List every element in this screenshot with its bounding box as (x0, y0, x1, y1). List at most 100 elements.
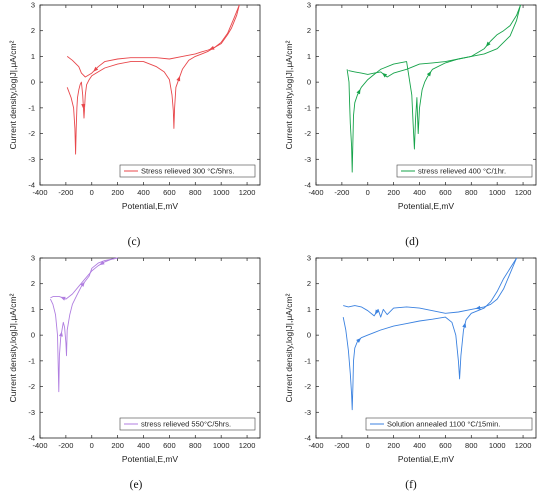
series-line-0 (49, 257, 118, 393)
x-tick-label: 1000 (489, 441, 506, 450)
y-tick-label: -1 (28, 356, 35, 365)
y-tick-label: -1 (304, 103, 311, 112)
panel-caption: (e) (130, 479, 143, 491)
y-tick-label: 0 (307, 78, 311, 87)
chart-panel-0: -400 -200 0 200 400 600 800 1000 1200 3 2 1 0 -1 -2 -3 -… (8, 1, 261, 248)
y-axis-label: Current density,log|J|,μA/cm² (284, 40, 294, 149)
x-tick-label: -400 (308, 441, 323, 450)
y-tick-label: -1 (304, 356, 311, 365)
x-tick-label: -200 (334, 188, 349, 197)
direction-arrow (381, 72, 388, 78)
y-tick-label: -1 (28, 103, 35, 112)
y-tick-label: 2 (31, 279, 35, 288)
chart-panel-3: -400 -200 0 200 400 600 800 1000 1200 3 2 1 0 -1 -2 -3 -… (284, 254, 537, 491)
y-tick-label: 3 (307, 254, 311, 263)
y-axis-label: Current density,log|J|,μA/cm² (8, 40, 18, 149)
y-tick-label: -3 (304, 155, 311, 164)
y-tick-label: -2 (304, 129, 311, 138)
direction-arrow (356, 88, 361, 95)
y-tick-label: 0 (307, 331, 311, 340)
x-tick-label: -200 (58, 441, 73, 450)
x-axis-label: Potential,E,mV (398, 454, 455, 464)
x-tick-label: 200 (111, 441, 124, 450)
y-tick-label: 1 (307, 305, 311, 314)
direction-arrow (356, 337, 362, 343)
direction-arrow (176, 75, 181, 82)
y-tick-label: 0 (31, 331, 35, 340)
x-tick-label: 600 (439, 188, 452, 197)
y-tick-label: 1 (307, 52, 311, 61)
y-tick-label: -2 (304, 382, 311, 391)
series-line-0 (66, 4, 240, 155)
direction-arrow (58, 331, 63, 337)
direction-arrow (80, 281, 85, 287)
legend-label: stress relieved 400 °C/1hr. (418, 167, 506, 176)
chart-panel-2: -400 -200 0 200 400 600 800 1000 1200 3 2 1 0 -1 -2 -3 -… (8, 254, 261, 491)
direction-arrow (475, 305, 481, 310)
x-tick-label: 600 (439, 441, 452, 450)
y-tick-label: -4 (304, 434, 311, 443)
series-line-1 (66, 4, 240, 78)
y-tick-label: 2 (307, 26, 311, 35)
x-tick-label: 1200 (239, 188, 256, 197)
series-line-1 (348, 4, 521, 78)
direction-arrow (462, 322, 467, 328)
y-tick-label: -2 (28, 129, 35, 138)
plot-frame (39, 257, 261, 439)
series-line-0 (346, 4, 521, 173)
direction-arrow (81, 103, 86, 110)
legend-box (119, 417, 256, 431)
plot-frame (39, 4, 261, 186)
chart-panel-1: -400 -200 0 200 400 600 800 1000 1200 3 2 1 0 -1 -2 -3 -… (284, 1, 537, 248)
x-tick-label: 800 (189, 188, 202, 197)
x-tick-label: 0 (366, 441, 370, 450)
x-tick-label: 1000 (489, 188, 506, 197)
x-tick-label: -400 (308, 188, 323, 197)
y-tick-label: 3 (31, 254, 35, 263)
x-tick-label: 400 (137, 188, 150, 197)
plot-frame (315, 257, 537, 439)
y-tick-label: -3 (28, 408, 35, 417)
x-axis-label: Potential,E,mV (122, 201, 179, 211)
x-tick-label: 800 (465, 188, 478, 197)
x-tick-label: 600 (163, 188, 176, 197)
y-tick-label: -3 (304, 408, 311, 417)
x-tick-label: 400 (137, 441, 150, 450)
y-tick-label: -3 (28, 155, 35, 164)
legend-label: Stress relieved 300 °C/5hrs. (141, 167, 234, 176)
x-tick-label: -400 (32, 188, 47, 197)
x-tick-label: 200 (387, 188, 400, 197)
y-tick-label: -4 (28, 181, 35, 190)
x-tick-label: 200 (387, 441, 400, 450)
direction-arrow (93, 66, 99, 72)
series-line-1 (343, 257, 518, 318)
y-tick-label: -4 (304, 181, 311, 190)
legend-box (365, 417, 533, 431)
x-tick-label: 0 (90, 441, 94, 450)
x-tick-label: 1000 (213, 188, 230, 197)
y-tick-label: 0 (31, 78, 35, 87)
x-tick-label: 400 (413, 188, 426, 197)
y-tick-label: 2 (31, 26, 35, 35)
direction-arrow (209, 45, 215, 50)
x-tick-label: 1200 (515, 188, 532, 197)
direction-arrow (426, 71, 432, 77)
x-tick-label: 200 (111, 188, 124, 197)
x-tick-label: 600 (163, 441, 176, 450)
x-tick-label: 1200 (515, 441, 532, 450)
y-axis-label: Current density,log|J|,μA/cm² (8, 293, 18, 402)
direction-arrow (374, 309, 380, 315)
x-tick-label: 800 (189, 441, 202, 450)
panel-caption: (c) (128, 236, 141, 248)
x-tick-label: 1200 (239, 441, 256, 450)
series-line-0 (342, 257, 517, 411)
y-tick-label: -4 (28, 434, 35, 443)
x-tick-label: 0 (366, 188, 370, 197)
y-tick-label: 3 (31, 1, 35, 10)
x-tick-label: -200 (58, 188, 73, 197)
x-tick-label: -200 (334, 441, 349, 450)
y-tick-label: -2 (28, 382, 35, 391)
x-axis-label: Potential,E,mV (398, 201, 455, 211)
y-tick-label: 1 (31, 52, 35, 61)
direction-arrow (99, 260, 105, 266)
